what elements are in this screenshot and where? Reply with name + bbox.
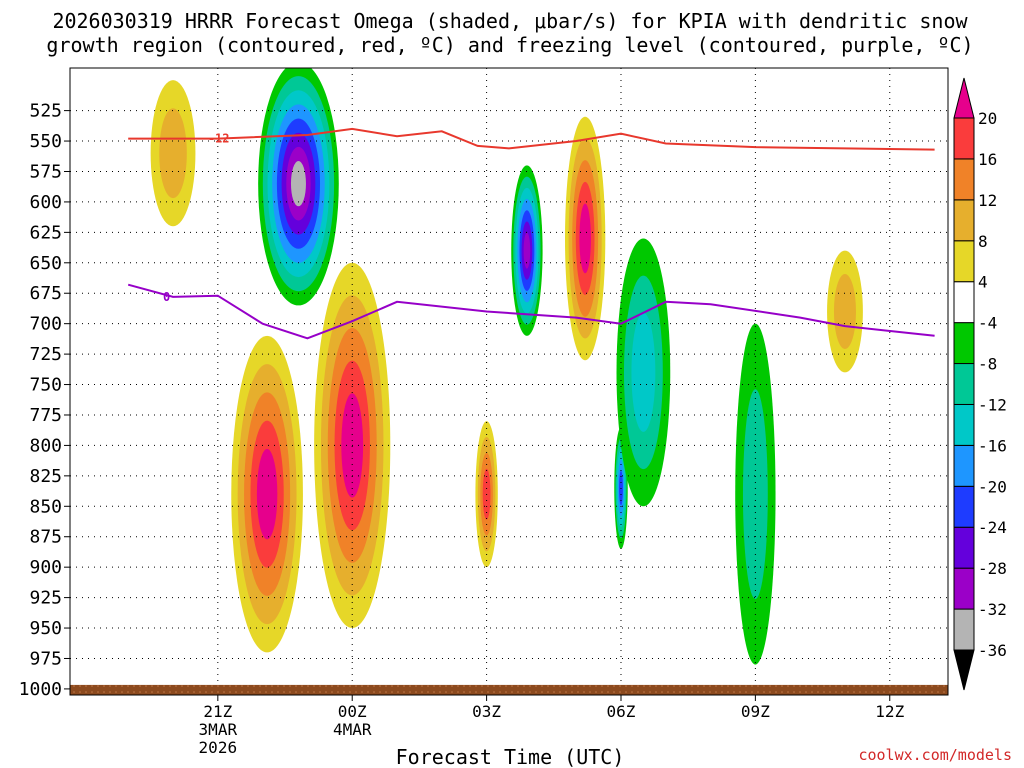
y-tick-label-900: 900 — [29, 557, 62, 578]
plot-area: -12 0 — [70, 68, 948, 695]
colorbar-min-arrow — [953, 649, 975, 691]
y-tick-label-525: 525 — [29, 101, 62, 122]
y-tick-label-725: 725 — [29, 344, 62, 365]
colorbar-label--28: -28 — [978, 559, 1007, 578]
colorbar-max-arrow — [953, 77, 975, 119]
x-axis-label: Forecast Time (UTC) — [396, 745, 625, 768]
dgz-contour-0-line — [128, 127, 935, 151]
colorbar-label--16: -16 — [978, 436, 1007, 455]
y-tick-label-575: 575 — [29, 161, 62, 182]
x-tick-sublabel-00Z: 4MAR — [333, 720, 372, 739]
omega-shading — [150, 68, 863, 665]
y-tick-label-925: 925 — [29, 588, 62, 609]
colorbar-swatch--24-to--20 — [953, 485, 975, 528]
plot-background — [70, 68, 948, 695]
colorbar-label--20: -20 — [978, 477, 1007, 496]
ground-surface — [70, 684, 948, 695]
colorbar-swatch--12-to--8 — [953, 363, 975, 405]
y-tick-label-950: 950 — [29, 618, 62, 639]
chart-title-line2: growth region (contoured, red, ºC) and f… — [46, 33, 973, 57]
colorbar-swatch-8-to-12 — [953, 199, 975, 242]
dgz-contour-0-label: -12 — [208, 132, 230, 146]
y-tick-label-750: 750 — [29, 375, 62, 396]
colorbar-swatch--20-to--16 — [953, 444, 975, 487]
colorbar-swatch--4-to-4 — [953, 281, 975, 324]
colorbar-label-4: 4 — [978, 273, 988, 292]
y-tick-label-775: 775 — [29, 405, 62, 426]
colorbar-label-12: 12 — [978, 191, 997, 210]
colorbar-swatch-12-to-16 — [953, 158, 975, 201]
colorbar-swatch--16-to--12 — [953, 403, 975, 446]
omega-cell-0-band-7 — [290, 161, 306, 207]
omega-cell-7-band-4 — [579, 203, 591, 274]
colorbar: -36 -32 -28 -24 -20 -16 -12 -8 -4 4 8 12 16 20 — [953, 77, 1007, 691]
colorbar-swatch-4-to-8 — [953, 240, 975, 283]
x-tick-label-12Z: 12Z — [875, 702, 904, 721]
y-tick-label-550: 550 — [29, 131, 62, 152]
colorbar-swatch--32-to--28 — [953, 567, 975, 610]
grid-lines — [70, 68, 948, 695]
watermark: coolwx.com/models — [858, 746, 1012, 764]
colorbar-swatch-16-to-20 — [953, 117, 975, 160]
x-tick-label-06Z: 06Z — [607, 702, 636, 721]
colorbar-label-8: 8 — [978, 232, 988, 251]
colorbar-label--36: -36 — [978, 641, 1007, 660]
colorbar-label-16: 16 — [978, 150, 997, 169]
x-tick-label-00Z: 00Z — [338, 702, 367, 721]
y-tick-label-975: 975 — [29, 648, 62, 669]
omega-cell-1-band-6 — [523, 232, 531, 269]
omega-cell-9-band-1 — [833, 274, 856, 349]
x-tick-sublabel-21Z: 3MAR — [199, 720, 238, 739]
plot-frame — [69, 67, 949, 696]
freezing-level-contour-label: 0 — [163, 290, 170, 304]
x-tick-label-03Z: 03Z — [472, 702, 501, 721]
x-tick-label-21Z: 21Z — [203, 702, 232, 721]
colorbar-label--24: -24 — [978, 518, 1007, 537]
colorbar-label--12: -12 — [978, 395, 1007, 414]
colorbar-label--32: -32 — [978, 600, 1007, 619]
y-tick-label-875: 875 — [29, 527, 62, 548]
x-tick-year-21Z: 2026 — [199, 738, 238, 757]
y-tick-label-700: 700 — [29, 314, 62, 335]
y-tick-label-825: 825 — [29, 466, 62, 487]
y-tick-label-800: 800 — [29, 435, 62, 456]
omega-cell-10-band-1 — [159, 108, 187, 199]
freezing-level-contour-line — [127, 283, 935, 340]
contours: -12 0 — [127, 127, 935, 340]
chart-title-line1: 2026030319 HRRR Forecast Omega (shaded, … — [52, 9, 968, 33]
omega-cell-5-band-4 — [256, 448, 278, 540]
colorbar-label--8: -8 — [978, 355, 997, 374]
colorbar-label--4: -4 — [978, 314, 997, 333]
y-tick-label-1000: 1000 — [19, 679, 62, 700]
colorbar-swatch--28-to--24 — [953, 526, 975, 569]
colorbar-swatch--8-to--4 — [953, 322, 975, 365]
omega-cell-3-band-2 — [631, 312, 656, 432]
y-tick-label-850: 850 — [29, 496, 62, 517]
colorbar-label-20: 20 — [978, 109, 997, 128]
y-tick-label-600: 600 — [29, 192, 62, 213]
y-tick-label-675: 675 — [29, 283, 62, 304]
y-tick-label-650: 650 — [29, 253, 62, 274]
y-tick-label-625: 625 — [29, 222, 62, 243]
y-axis: 525 550 575 600 625 650 675 700 725 750 775 800 825 8… — [19, 101, 70, 700]
colorbar-swatch--36-to--32 — [953, 608, 975, 651]
x-tick-label-09Z: 09Z — [741, 702, 770, 721]
